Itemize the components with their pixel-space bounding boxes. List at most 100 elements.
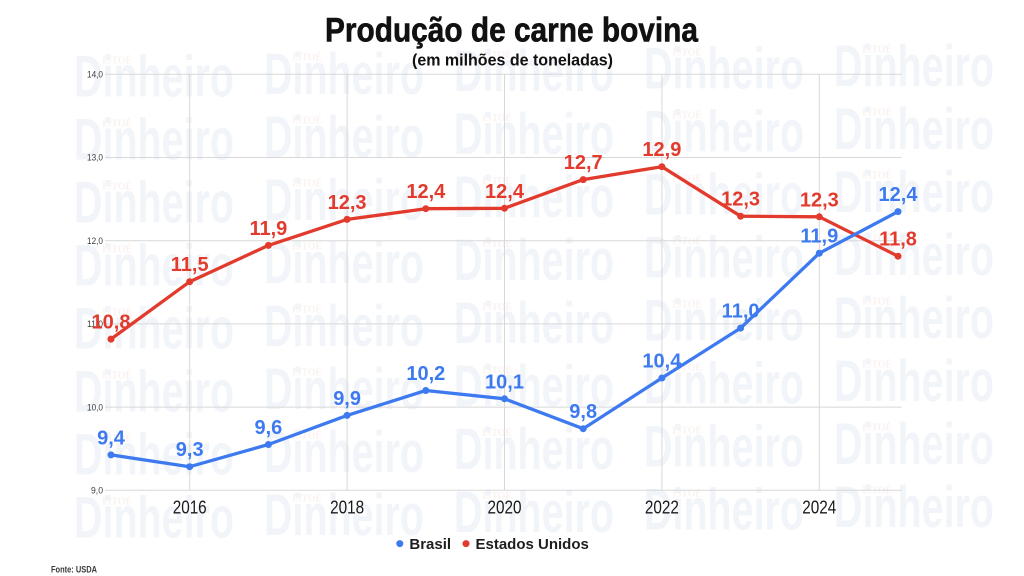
svg-text:ISTOÉ: ISTOÉ xyxy=(102,117,132,129)
svg-text:ISTOÉ: ISTOÉ xyxy=(862,44,892,56)
svg-text:ISTOÉ: ISTOÉ xyxy=(862,296,892,308)
svg-text:Dinheiro: Dinheiro xyxy=(264,357,424,422)
svg-text:Dinheiro: Dinheiro xyxy=(644,351,804,416)
svg-text:10,2: 10,2 xyxy=(406,363,445,385)
svg-text:ISTOÉ: ISTOÉ xyxy=(292,304,322,316)
svg-text:10,8: 10,8 xyxy=(92,312,131,334)
svg-text:11,8: 11,8 xyxy=(879,229,917,251)
svg-text:9,3: 9,3 xyxy=(176,439,204,461)
svg-text:10,0: 10,0 xyxy=(87,402,103,413)
svg-text:12,4: 12,4 xyxy=(406,181,446,203)
svg-text:Dinheiro: Dinheiro xyxy=(644,288,804,353)
svg-text:ISTOÉ: ISTOÉ xyxy=(862,359,892,371)
svg-text:10,4: 10,4 xyxy=(642,351,682,373)
svg-text:ISTOÉ: ISTOÉ xyxy=(672,361,702,373)
svg-text:11,0: 11,0 xyxy=(722,301,760,323)
svg-text:ISTOÉ: ISTOÉ xyxy=(102,369,132,381)
svg-text:Dinheiro: Dinheiro xyxy=(834,160,994,225)
svg-text:Dinheiro: Dinheiro xyxy=(644,414,804,479)
svg-text:ISTOÉ: ISTOÉ xyxy=(672,172,702,184)
svg-text:Dinheiro: Dinheiro xyxy=(264,231,424,296)
svg-text:ISTOÉ: ISTOÉ xyxy=(862,170,892,182)
svg-text:Produção de carne bovina: Produção de carne bovina xyxy=(325,12,699,50)
svg-text:ISTOÉ: ISTOÉ xyxy=(482,49,512,61)
svg-text:2024: 2024 xyxy=(802,498,836,518)
svg-text:ISTOÉ: ISTOÉ xyxy=(672,298,702,310)
svg-text:Dinheiro: Dinheiro xyxy=(644,36,804,101)
svg-text:Fonte: USDA: Fonte: USDA xyxy=(51,565,97,575)
svg-text:Dinheiro: Dinheiro xyxy=(834,223,994,288)
svg-text:Dinheiro: Dinheiro xyxy=(74,359,234,424)
svg-text:ISTOÉ: ISTOÉ xyxy=(102,180,132,192)
svg-text:9,0: 9,0 xyxy=(91,486,103,497)
svg-text:10,1: 10,1 xyxy=(485,371,524,393)
svg-text:11,0: 11,0 xyxy=(87,319,103,330)
svg-text:ISTOÉ: ISTOÉ xyxy=(102,243,132,255)
svg-text:ISTOÉ: ISTOÉ xyxy=(292,367,322,379)
svg-text:9,8: 9,8 xyxy=(569,401,597,423)
svg-text:ISTOÉ: ISTOÉ xyxy=(672,235,702,247)
svg-text:9,9: 9,9 xyxy=(333,388,361,410)
svg-text:12,3: 12,3 xyxy=(721,189,760,211)
svg-text:Dinheiro: Dinheiro xyxy=(264,483,424,548)
svg-text:ISTOÉ: ISTOÉ xyxy=(102,432,132,444)
svg-text:Dinheiro: Dinheiro xyxy=(644,225,804,290)
svg-text:Dinheiro: Dinheiro xyxy=(834,412,994,477)
svg-text:Dinheiro: Dinheiro xyxy=(834,475,994,540)
svg-text:12,3: 12,3 xyxy=(800,189,839,211)
svg-text:13,0: 13,0 xyxy=(87,153,103,164)
svg-text:11,9: 11,9 xyxy=(249,218,287,240)
svg-text:ISTOÉ: ISTOÉ xyxy=(292,241,322,253)
svg-text:2022: 2022 xyxy=(645,498,679,518)
svg-text:Dinheiro: Dinheiro xyxy=(454,417,614,482)
svg-text:ISTOÉ: ISTOÉ xyxy=(102,54,132,66)
svg-text:12,3: 12,3 xyxy=(328,192,367,214)
svg-text:Dinheiro: Dinheiro xyxy=(264,294,424,359)
svg-text:ISTOÉ: ISTOÉ xyxy=(292,493,322,505)
svg-text:11,5: 11,5 xyxy=(171,254,209,276)
svg-text:ISTOÉ: ISTOÉ xyxy=(672,46,702,58)
svg-text:12,4: 12,4 xyxy=(879,184,919,206)
svg-text:ISTOÉ: ISTOÉ xyxy=(102,495,132,507)
svg-text:Dinheiro: Dinheiro xyxy=(74,44,234,109)
svg-text:Dinheiro: Dinheiro xyxy=(74,485,234,550)
svg-text:14,0: 14,0 xyxy=(87,70,103,81)
svg-text:9,6: 9,6 xyxy=(254,417,282,439)
svg-text:9,4: 9,4 xyxy=(97,427,126,449)
svg-text:Dinheiro: Dinheiro xyxy=(644,99,804,164)
svg-text:Dinheiro: Dinheiro xyxy=(834,34,994,99)
svg-text:ISTOÉ: ISTOÉ xyxy=(292,115,322,127)
svg-text:2018: 2018 xyxy=(330,498,364,518)
svg-text:12,0: 12,0 xyxy=(87,236,103,247)
svg-text:Dinheiro: Dinheiro xyxy=(74,107,234,172)
svg-text:(em milhões de toneladas): (em milhões de toneladas) xyxy=(412,51,613,70)
svg-text:Dinheiro: Dinheiro xyxy=(74,170,234,235)
svg-text:ISTOÉ: ISTOÉ xyxy=(672,424,702,436)
svg-text:2020: 2020 xyxy=(488,498,522,518)
svg-text:Dinheiro: Dinheiro xyxy=(74,422,234,487)
svg-text:Dinheiro: Dinheiro xyxy=(264,420,424,485)
svg-text:ISTOÉ: ISTOÉ xyxy=(102,306,132,318)
svg-text:Brasil: Brasil xyxy=(409,536,451,553)
svg-text:Dinheiro: Dinheiro xyxy=(454,39,614,104)
svg-text:ISTOÉ: ISTOÉ xyxy=(672,109,702,121)
svg-text:Dinheiro: Dinheiro xyxy=(74,233,234,298)
svg-text:ISTOÉ: ISTOÉ xyxy=(292,178,322,190)
svg-text:12,4: 12,4 xyxy=(485,181,525,203)
svg-text:11,9: 11,9 xyxy=(800,226,838,248)
svg-text:ISTOÉ: ISTOÉ xyxy=(292,52,322,64)
svg-text:2016: 2016 xyxy=(173,498,207,518)
svg-text:Dinheiro: Dinheiro xyxy=(454,102,614,167)
svg-text:Dinheiro: Dinheiro xyxy=(834,286,994,351)
svg-text:Dinheiro: Dinheiro xyxy=(264,105,424,170)
svg-text:ISTOÉ: ISTOÉ xyxy=(862,422,892,434)
svg-text:Dinheiro: Dinheiro xyxy=(834,349,994,414)
svg-text:ISTOÉ: ISTOÉ xyxy=(862,107,892,119)
svg-text:ISTOÉ: ISTOÉ xyxy=(482,490,512,502)
svg-text:Dinheiro: Dinheiro xyxy=(454,480,614,545)
svg-text:Dinheiro: Dinheiro xyxy=(454,228,614,293)
svg-text:Dinheiro: Dinheiro xyxy=(834,97,994,162)
svg-text:Estados Unidos: Estados Unidos xyxy=(476,536,589,553)
svg-text:Dinheiro: Dinheiro xyxy=(644,478,804,543)
svg-text:12,7: 12,7 xyxy=(564,152,603,174)
